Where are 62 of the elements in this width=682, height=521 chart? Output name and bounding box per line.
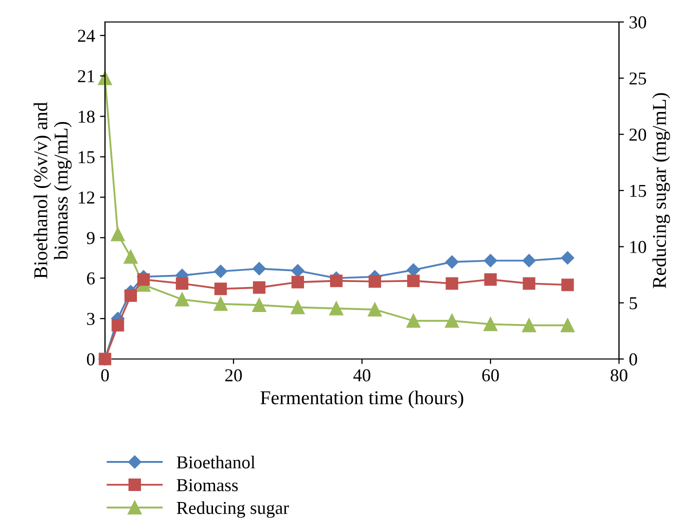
y2-tick-label: 25 — [630, 72, 646, 85]
x-tick-label: 40 — [353, 369, 370, 382]
point — [137, 273, 150, 286]
point — [560, 318, 575, 332]
x-tick-label: 80 — [610, 369, 628, 382]
point — [484, 254, 498, 268]
point — [484, 273, 497, 286]
y2-axis-title: Reducing sugar (mg/mL) — [652, 93, 670, 288]
point — [407, 274, 420, 288]
point — [214, 282, 227, 296]
point — [252, 262, 266, 276]
point — [445, 314, 459, 328]
y-tick-label: 18 — [78, 110, 95, 123]
point — [522, 277, 536, 290]
point — [214, 297, 228, 311]
point — [176, 277, 188, 290]
x-tick-label: 0 — [101, 369, 109, 382]
point — [291, 264, 304, 278]
legend-label: Reducing sugar — [176, 501, 289, 518]
y-tick-label: 24 — [78, 30, 95, 42]
point — [124, 250, 138, 264]
legend-label: Bioethanol — [176, 456, 256, 468]
point — [214, 264, 228, 278]
point — [561, 251, 574, 264]
point — [290, 300, 305, 314]
point — [406, 314, 420, 328]
x-tick-label: 20 — [225, 369, 242, 382]
y-tick-label: 12 — [78, 192, 94, 204]
y-axis-title: Bioethanol (%v/v) and biomass (mg/mL) — [34, 102, 72, 278]
point — [561, 278, 574, 292]
point — [252, 281, 266, 294]
point — [175, 292, 190, 306]
y-tick-label: 3 — [87, 312, 95, 325]
point — [110, 227, 125, 242]
point — [329, 302, 344, 316]
point — [292, 276, 304, 288]
y2-tick-label: 5 — [630, 297, 638, 310]
point — [330, 274, 343, 288]
point — [484, 317, 498, 332]
x-axis-title: Fermentation time (hours) — [260, 390, 464, 408]
y-tick-label: 9 — [86, 232, 95, 244]
y-tick-label: 15 — [78, 151, 95, 164]
legend-label: Biomass — [176, 479, 238, 492]
point — [252, 298, 266, 312]
point — [522, 318, 536, 332]
point — [368, 275, 382, 288]
y-tick-label: 0 — [86, 353, 95, 366]
point — [124, 289, 137, 302]
y-tick-label: 6 — [87, 272, 95, 285]
point — [445, 255, 459, 269]
y2-tick-label: 10 — [630, 240, 646, 254]
point — [522, 254, 536, 268]
x-tick-label: 60 — [482, 369, 499, 382]
y2-tick-label: 15 — [630, 184, 646, 197]
y2-tick-label: 0 — [629, 353, 638, 366]
y2-tick-label: 30 — [630, 16, 646, 28]
point — [406, 263, 420, 277]
y2-tick-label: 20 — [630, 128, 646, 141]
point — [112, 319, 124, 332]
y-tick-label: 21 — [78, 70, 94, 82]
point — [368, 302, 382, 317]
point — [446, 277, 458, 290]
